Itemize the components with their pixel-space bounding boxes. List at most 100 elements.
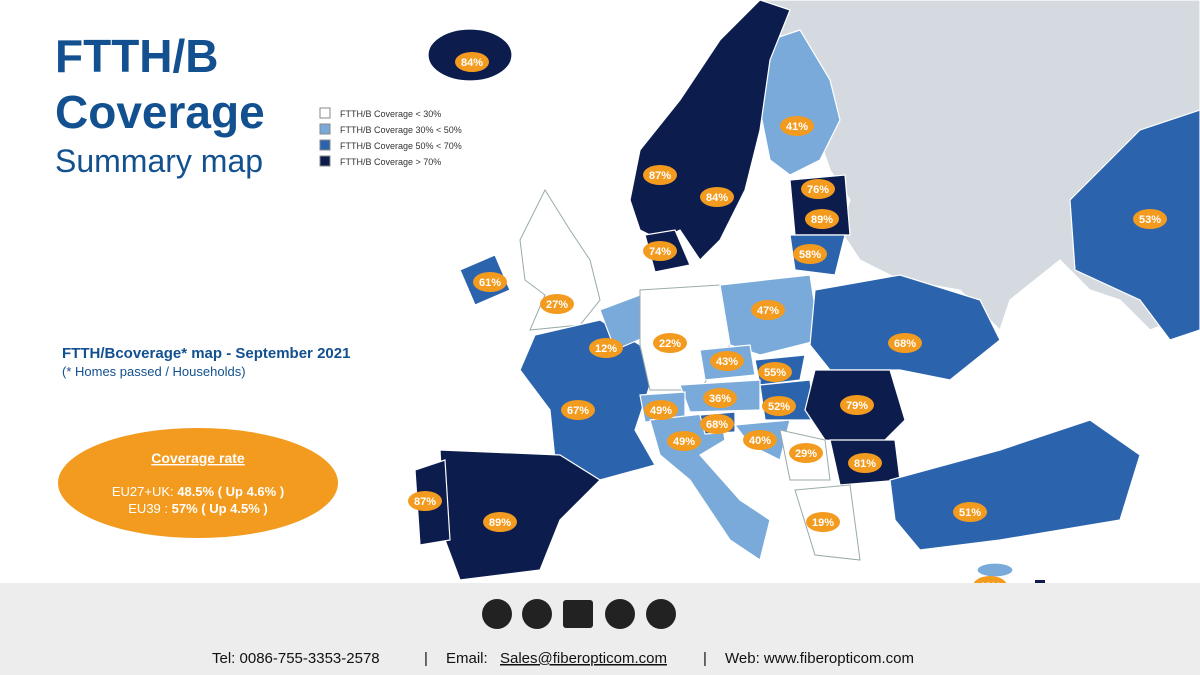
map-note: (* Homes passed / Households): [62, 364, 246, 379]
label-badge: [789, 443, 823, 463]
country: [809, 274, 1001, 381]
label-badge: [700, 414, 734, 434]
separator: |: [703, 650, 707, 667]
coverage-label: 22%: [659, 338, 681, 350]
coverage-label: 67%: [567, 405, 589, 417]
legend-swatch: [319, 155, 331, 167]
coverage-label: 55%: [764, 367, 786, 379]
label-badge: [483, 512, 517, 532]
coverage-label: 87%: [414, 496, 436, 508]
coverage-label: 84%: [706, 192, 728, 204]
label-badge: [644, 400, 678, 420]
label-badge: [751, 300, 785, 320]
coverage-label: 29%: [795, 448, 817, 460]
label-badge: [888, 333, 922, 353]
coverage-label: 12%: [595, 343, 617, 355]
coverage-label: 51%: [959, 507, 981, 519]
coverage-label: 79%: [846, 400, 868, 412]
coverage-label: 68%: [706, 419, 728, 431]
legend: FTTH/B Coverage < 30% FTTH/B Coverage 30%…: [319, 107, 462, 167]
label-badge: [848, 453, 882, 473]
coverage-line: EU27+UK: 48.5% ( Up 4.6% ): [112, 484, 284, 499]
value: 48.5% ( Up 4.6% ): [177, 484, 284, 499]
coverage-label: 74%: [649, 246, 671, 258]
contact-line: Tel: 0086-755-3353-2578 | Email: Sales@f…: [212, 650, 914, 667]
coverage-label: 61%: [479, 277, 501, 289]
coverage-label: 49%: [673, 436, 695, 448]
coverage-label: 49%: [650, 405, 672, 417]
label-badge: [758, 362, 792, 382]
coverage-label: 52%: [768, 401, 790, 413]
web[interactable]: Web: www.fiberopticom.com: [725, 650, 914, 667]
legend-label: FTTH/B Coverage 50% < 70%: [340, 141, 462, 151]
legend-swatch: [319, 139, 331, 151]
subtitle: Summary map: [55, 143, 263, 179]
coverage-label: 58%: [799, 249, 821, 261]
label-badge: [589, 338, 623, 358]
legend-label: FTTH/B Coverage < 30%: [340, 109, 441, 119]
label-badge: [762, 396, 796, 416]
title: Coverage: [55, 86, 265, 138]
coverage-label: 89%: [811, 214, 833, 226]
legend-label: FTTH/B Coverage > 70%: [340, 157, 441, 167]
label-badge: [408, 491, 442, 511]
label-badge: [805, 209, 839, 229]
label-badge: [455, 52, 489, 72]
facebook-icon[interactable]: [522, 599, 552, 629]
coverage-label: 87%: [649, 170, 671, 182]
map-labels: 84% 41% 87% 84% 76% 89% 53% 74% 58% 61% 27% 47% 68% 1…: [408, 52, 1167, 613]
label-badge: [667, 431, 701, 451]
country: [439, 449, 601, 581]
label-badge: [806, 512, 840, 532]
coverage-label: 81%: [854, 458, 876, 470]
coverage-label: 84%: [461, 57, 483, 69]
coverage-label: 76%: [807, 184, 829, 196]
legend-swatch: [319, 107, 331, 119]
label: EU39 :: [128, 501, 171, 516]
legend-label: FTTH/B Coverage 30% < 50%: [340, 125, 462, 135]
coverage-label: 36%: [709, 393, 731, 405]
label-badge: [793, 244, 827, 264]
label-badge: [643, 165, 677, 185]
coverage-label: 27%: [546, 299, 568, 311]
country: [519, 188, 601, 331]
label-badge: [540, 294, 574, 314]
label: EU27+UK:: [112, 484, 177, 499]
label-badge: [1133, 209, 1167, 229]
country: [889, 419, 1141, 551]
email-link[interactable]: Sales@fiberopticom.com: [500, 650, 667, 667]
separator: |: [424, 650, 428, 667]
coverage-label: 47%: [757, 305, 779, 317]
label-badge: [780, 116, 814, 136]
label-badge: [473, 272, 507, 292]
label-badge: [703, 388, 737, 408]
label-badge: [801, 179, 835, 199]
social-icons: [482, 599, 676, 629]
label-badge: [700, 187, 734, 207]
label-badge: [653, 333, 687, 353]
footer: [0, 583, 1200, 675]
twitter-icon[interactable]: [646, 599, 676, 629]
coverage-label: 40%: [749, 435, 771, 447]
country: [1069, 109, 1200, 341]
label-badge: [561, 400, 595, 420]
coverage-label: 53%: [1139, 214, 1161, 226]
coverage-label: 89%: [489, 517, 511, 529]
map: [414, 0, 1200, 606]
skype-icon[interactable]: [482, 599, 512, 629]
value: 57% ( Up 4.5% ): [172, 501, 268, 516]
coverage-label: 41%: [786, 121, 808, 133]
linkedin-icon[interactable]: [563, 600, 593, 628]
coverage-label: 19%: [812, 517, 834, 529]
label-badge: [643, 241, 677, 261]
label-badge: [743, 430, 777, 450]
title: FTTH/B: [55, 30, 219, 82]
coverage-label: 68%: [894, 338, 916, 350]
country: [976, 562, 1014, 578]
coverage-badge: [58, 428, 338, 538]
label-badge: [710, 351, 744, 371]
whatsapp-icon[interactable]: [605, 599, 635, 629]
tel: Tel: 0086-755-3353-2578: [212, 650, 380, 667]
coverage-label: 43%: [716, 356, 738, 368]
